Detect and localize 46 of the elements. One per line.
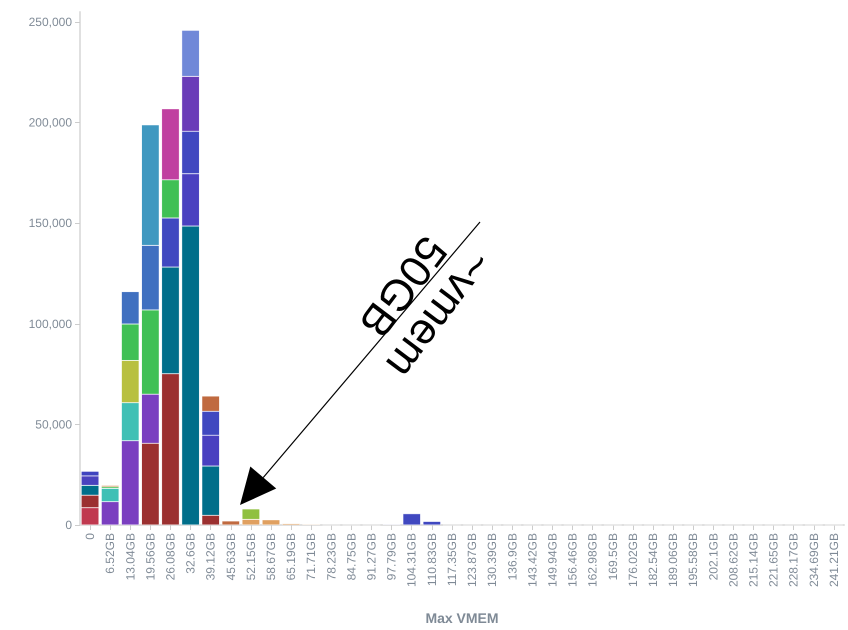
x-axis-title: Max VMEM [425, 610, 499, 626]
y-tick-label: 200,000 [28, 116, 72, 130]
x-tick-label: 117.35GB [444, 533, 459, 586]
x-tick-label: 143.42GB [525, 533, 540, 588]
x-tick-label: 241.21GB [826, 533, 841, 588]
y-tick-label: 250,000 [28, 15, 72, 30]
x-tick-label: 13.04GB [123, 533, 138, 580]
x-tick-label: 189.06GB [666, 533, 680, 588]
x-tick-label: 234.69GB [806, 533, 821, 588]
x-tick-label: 0 [83, 532, 98, 540]
x-tick-label: 19.56GB [143, 533, 158, 580]
bar [262, 520, 280, 525]
x-tick-label: 202.1GB [706, 533, 720, 580]
x-tick-label: 156.46GB [566, 533, 580, 588]
y-tick-label: 150,000 [28, 216, 72, 230]
y-tick-label: 100,000 [28, 316, 72, 331]
x-tick-label: 39.12GB [204, 533, 218, 580]
x-tick-label: 136.9GB [505, 533, 520, 580]
y-tick-label: 0 [65, 518, 72, 532]
x-tick-label: 176.02GB [626, 533, 640, 588]
x-tick-label: 65.19GB [284, 533, 298, 580]
x-tick-label: 104.31GB [404, 533, 419, 588]
x-tick-label: 162.98GB [586, 533, 600, 588]
x-tick-label: 169.5GB [606, 533, 620, 580]
x-tick-label: 215.14GB [746, 533, 761, 588]
x-tick-label: 91.27GB [364, 533, 379, 580]
y-tick-label: 50,000 [35, 417, 72, 432]
x-tick-label: 78.23GB [324, 533, 338, 580]
x-tick-label: 182.54GB [646, 533, 660, 588]
x-tick-label: 84.75GB [344, 533, 358, 580]
x-tick-label: 195.58GB [686, 533, 700, 588]
x-tick-label: 149.94GB [545, 533, 560, 588]
x-tick-label: 45.63GB [224, 533, 238, 580]
x-tick-label: 71.71GB [304, 533, 318, 580]
x-tick-label: 58.67GB [264, 533, 278, 580]
x-tick-label: 110.83GB [424, 533, 439, 586]
x-tick-label: 221.65GB [766, 533, 781, 588]
x-tick-label: 228.17GB [786, 533, 801, 588]
x-tick-label: 208.62GB [726, 533, 740, 588]
x-tick-label: 123.87GB [465, 533, 480, 588]
x-tick-label: 26.08GB [163, 533, 178, 580]
x-tick-label: 6.52GB [103, 533, 118, 574]
x-tick-label: 52.15GB [244, 533, 258, 580]
x-tick-label: 97.79GB [384, 533, 399, 580]
x-tick-label: 32.6GB [184, 533, 198, 574]
x-tick-label: 130.39GB [485, 533, 500, 588]
